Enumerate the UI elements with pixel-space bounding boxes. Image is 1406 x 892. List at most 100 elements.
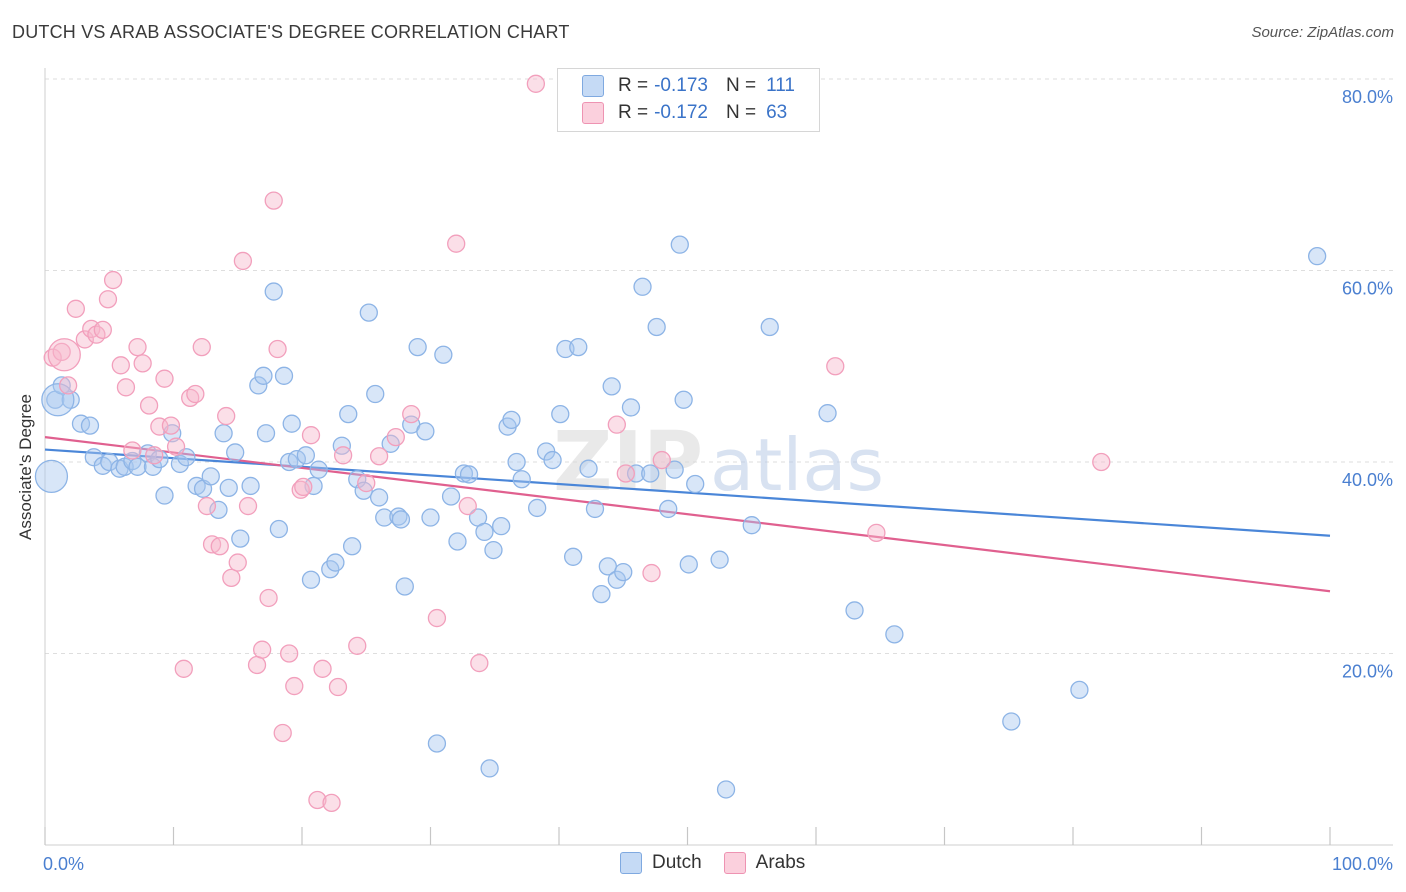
point-dutch (249, 376, 268, 395)
point-dutch (332, 436, 351, 455)
chart-title: DUTCH VS ARAB ASSOCIATE'S DEGREE CORRELA… (12, 22, 570, 42)
series-legend: Dutch Arabs (620, 852, 827, 874)
point-arabs (103, 270, 123, 290)
point-dutch (602, 377, 621, 396)
point-dutch (128, 457, 147, 476)
point-arabs (458, 496, 477, 516)
point-arabs (128, 337, 147, 357)
point-arabs (369, 447, 389, 466)
watermark-atlas: atlas (710, 423, 884, 507)
point-arabs (123, 441, 142, 460)
axes (44, 68, 1393, 846)
point-arabs (210, 537, 229, 556)
legend-swatch-arabs (582, 102, 604, 124)
point-dutch (448, 532, 467, 551)
point-arabs (93, 320, 112, 340)
point-dutch (254, 366, 273, 385)
watermark-zip: ZIP (553, 415, 703, 510)
point-dutch (679, 555, 698, 574)
y-tick-label: 40.0% (1342, 470, 1393, 490)
point-arabs (470, 653, 489, 673)
point-dutch (484, 540, 503, 560)
point-arabs (526, 74, 546, 93)
point-dutch (621, 398, 641, 417)
point-dutch (231, 529, 250, 548)
point-dutch (359, 303, 378, 322)
source-label: Source: ZipAtlas.com (1251, 24, 1394, 41)
n-label: N = (725, 75, 757, 96)
point-dutch (563, 547, 583, 566)
point-arabs (111, 356, 130, 375)
point-dutch (459, 465, 479, 484)
point-dutch (296, 446, 316, 465)
point-arabs (301, 426, 321, 445)
r-label: R = (618, 75, 649, 96)
point-dutch (282, 414, 301, 433)
point-arabs (161, 416, 181, 435)
point-arabs (253, 640, 272, 659)
point-dutch (502, 410, 521, 430)
point-arabs (116, 378, 136, 397)
point-dutch (716, 780, 736, 799)
x-tick-label: 0.0% (43, 854, 84, 874)
point-arabs (867, 523, 886, 543)
point-dutch (742, 516, 761, 535)
trend-line-dutch (44, 448, 1331, 537)
point-arabs (268, 339, 287, 359)
point-arabs (58, 376, 78, 395)
point-arabs (197, 496, 217, 516)
point-arabs (47, 338, 81, 372)
point-dutch (670, 235, 689, 254)
point-arabs (386, 427, 405, 447)
n-label: N = (725, 102, 757, 123)
point-arabs (1092, 452, 1111, 472)
point-dutch (845, 601, 864, 620)
point-dutch (614, 562, 633, 582)
point-dutch (287, 449, 307, 469)
point-arabs (357, 473, 376, 493)
series-arabs (43, 74, 1111, 813)
point-arabs (133, 354, 152, 373)
point-dutch (170, 454, 190, 474)
legend-swatch-arabs (723, 852, 746, 874)
point-dutch (665, 460, 684, 479)
point-dutch (551, 404, 570, 424)
r-value: -0.172 (654, 102, 708, 123)
y-axis-label: Associate's Degree (16, 394, 35, 540)
point-dutch (512, 470, 531, 489)
point-dutch (659, 499, 678, 519)
point-dutch (274, 366, 294, 385)
trend-line-arabs (44, 436, 1331, 593)
point-dutch (480, 759, 499, 778)
stats-legend: R = -0.173 N = 111 R = -0.172 N = 63 (557, 68, 820, 132)
point-dutch (421, 508, 440, 527)
r-value: -0.173 (654, 75, 708, 96)
point-dutch (34, 459, 69, 494)
point-dutch (647, 317, 666, 337)
legend-item-dutch[interactable]: Dutch (620, 852, 702, 874)
point-arabs (145, 446, 164, 465)
point-dutch (579, 459, 598, 478)
point-arabs (313, 659, 332, 678)
point-arabs (192, 337, 211, 357)
point-dutch (427, 734, 447, 753)
point-dutch (301, 570, 321, 589)
point-arabs (217, 406, 236, 426)
point-dutch (633, 277, 652, 296)
point-dutch (138, 444, 157, 463)
point-dutch (201, 467, 220, 486)
point-arabs (826, 357, 845, 376)
r-label: R = (618, 102, 649, 123)
point-dutch (408, 337, 427, 357)
point-dutch (543, 450, 562, 470)
point-arabs (642, 563, 661, 583)
point-dutch (416, 422, 435, 441)
point-dutch (41, 383, 75, 417)
legend-row-arabs: R = -0.172 N = 63 (582, 101, 787, 125)
legend-row-dutch: R = -0.173 N = 111 (582, 74, 795, 98)
legend-swatch-dutch (620, 852, 642, 874)
point-dutch (507, 452, 526, 472)
legend-item-arabs[interactable]: Arabs (723, 852, 805, 874)
point-dutch (269, 519, 289, 539)
